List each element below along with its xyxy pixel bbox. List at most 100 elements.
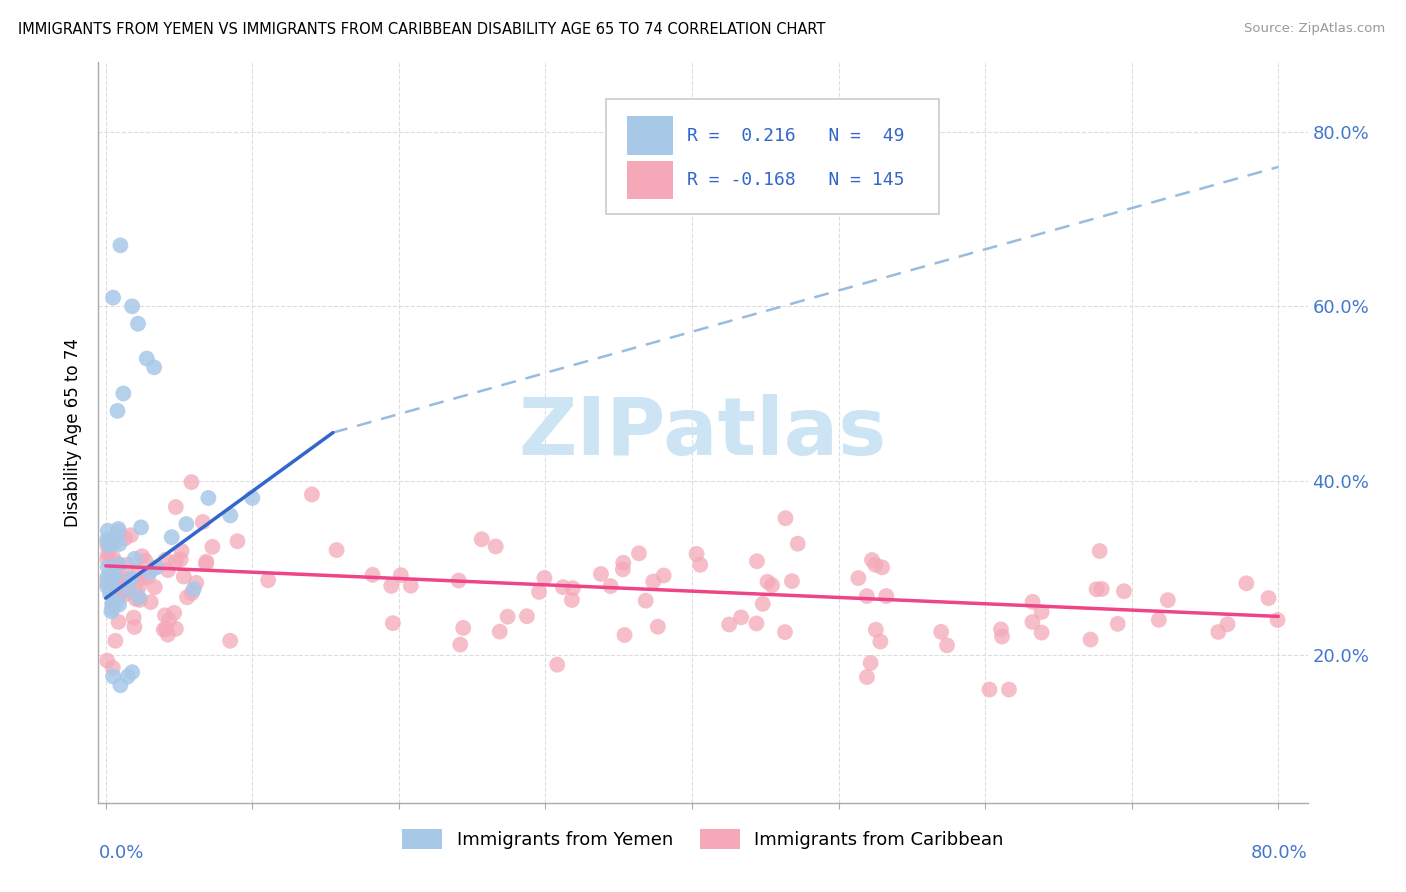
Point: [98, 533, 121, 548]
Point: [143, 360, 166, 375]
Point: [96, 654, 118, 668]
Point: [170, 552, 193, 566]
Point: [124, 552, 146, 566]
Point: [381, 616, 404, 631]
Point: [389, 568, 412, 582]
Point: [165, 554, 187, 568]
Text: Source: ZipAtlas.com: Source: ZipAtlas.com: [1244, 22, 1385, 36]
Point: [1147, 613, 1170, 627]
Point: [96, 576, 118, 591]
Point: [786, 537, 808, 551]
Point: [488, 624, 510, 639]
Point: [110, 238, 132, 252]
Point: [745, 616, 768, 631]
Point: [131, 549, 153, 564]
Point: [170, 544, 193, 558]
Point: [107, 524, 129, 539]
Point: [301, 487, 323, 501]
Point: [100, 575, 122, 590]
Y-axis label: Disability Age 65 to 74: Disability Age 65 to 74: [65, 338, 83, 527]
Point: [100, 573, 122, 587]
Point: [173, 569, 195, 583]
Point: [979, 682, 1001, 697]
Point: [165, 500, 187, 514]
Point: [101, 602, 124, 616]
Point: [100, 604, 122, 618]
Point: [730, 610, 752, 624]
Point: [546, 657, 568, 672]
Point: [120, 528, 142, 542]
Point: [1031, 625, 1053, 640]
Point: [197, 491, 219, 505]
Point: [447, 574, 470, 588]
Point: [226, 534, 249, 549]
Point: [129, 520, 152, 534]
Point: [101, 661, 124, 675]
Point: [100, 575, 122, 590]
Text: 0.0%: 0.0%: [98, 844, 143, 862]
Point: [97, 560, 120, 574]
Point: [111, 573, 134, 587]
Point: [846, 571, 869, 585]
Point: [613, 628, 636, 642]
Point: [998, 682, 1021, 697]
Point: [1206, 624, 1229, 639]
Point: [105, 559, 128, 574]
Point: [114, 532, 136, 546]
Bar: [627, 161, 673, 200]
Point: [756, 574, 779, 589]
Text: ZIPatlas: ZIPatlas: [519, 393, 887, 472]
Point: [561, 593, 583, 607]
Point: [156, 627, 179, 641]
Point: [101, 570, 124, 584]
Point: [124, 620, 146, 634]
Point: [201, 540, 224, 554]
Point: [138, 565, 160, 579]
Point: [612, 562, 634, 576]
Point: [96, 552, 118, 566]
Point: [183, 582, 205, 596]
Point: [101, 669, 124, 683]
Point: [96, 536, 118, 550]
Point: [451, 621, 474, 635]
Point: [96, 580, 118, 594]
Point: [1031, 605, 1053, 619]
Point: [380, 579, 402, 593]
Point: [195, 555, 218, 569]
Point: [114, 587, 136, 601]
Point: [98, 539, 121, 553]
Point: [128, 566, 150, 580]
Point: [1234, 576, 1257, 591]
Point: [103, 537, 125, 551]
Point: [1257, 591, 1279, 606]
Point: [135, 351, 157, 366]
Point: [527, 585, 550, 599]
Point: [399, 579, 422, 593]
Point: [97, 547, 120, 561]
Point: [865, 623, 887, 637]
Point: [485, 540, 508, 554]
Point: [1021, 615, 1043, 629]
Point: [856, 670, 879, 684]
Point: [107, 615, 129, 629]
Point: [869, 634, 891, 648]
Point: [1112, 584, 1135, 599]
Point: [219, 633, 242, 648]
Point: [860, 553, 883, 567]
Point: [121, 665, 143, 680]
Point: [647, 620, 669, 634]
Point: [160, 530, 183, 544]
Point: [112, 386, 135, 401]
Point: [155, 622, 177, 636]
Point: [496, 609, 519, 624]
Point: [599, 579, 621, 593]
Point: [718, 617, 741, 632]
Point: [108, 537, 131, 551]
Point: [101, 535, 124, 549]
Point: [1088, 544, 1111, 558]
Point: [104, 633, 127, 648]
Point: [761, 578, 783, 592]
Point: [773, 625, 796, 640]
Point: [105, 595, 128, 609]
Point: [101, 549, 124, 564]
